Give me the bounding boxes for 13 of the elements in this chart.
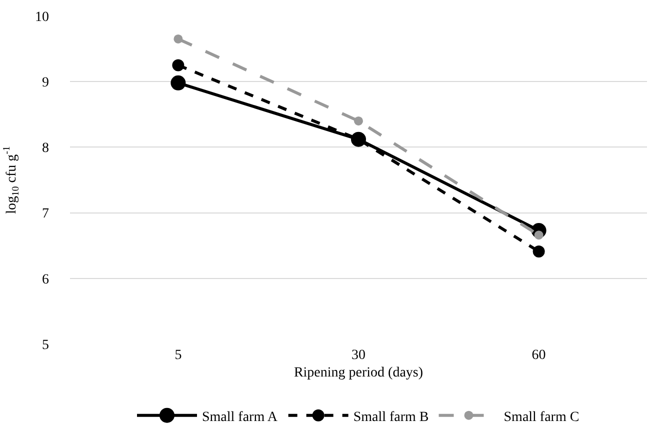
legend-label: Small farm C	[504, 410, 580, 425]
y-tick-label: 9	[42, 76, 49, 90]
x-tick-label: 60	[532, 348, 546, 363]
y-tick-label: 7	[42, 206, 49, 222]
x-axis-title: Ripening period (days)	[294, 365, 424, 380]
y-tick-label: 6	[42, 272, 49, 288]
x-tick-label: 30	[352, 348, 366, 363]
x-tick-label: 5	[174, 348, 182, 363]
y-tick-label: 10	[35, 10, 49, 25]
y-tick-label: 5	[42, 338, 49, 353]
y-tick-label: 8	[42, 141, 49, 156]
legend-label: Small farm A	[202, 410, 278, 425]
legend-label: Small farm B	[353, 410, 429, 425]
